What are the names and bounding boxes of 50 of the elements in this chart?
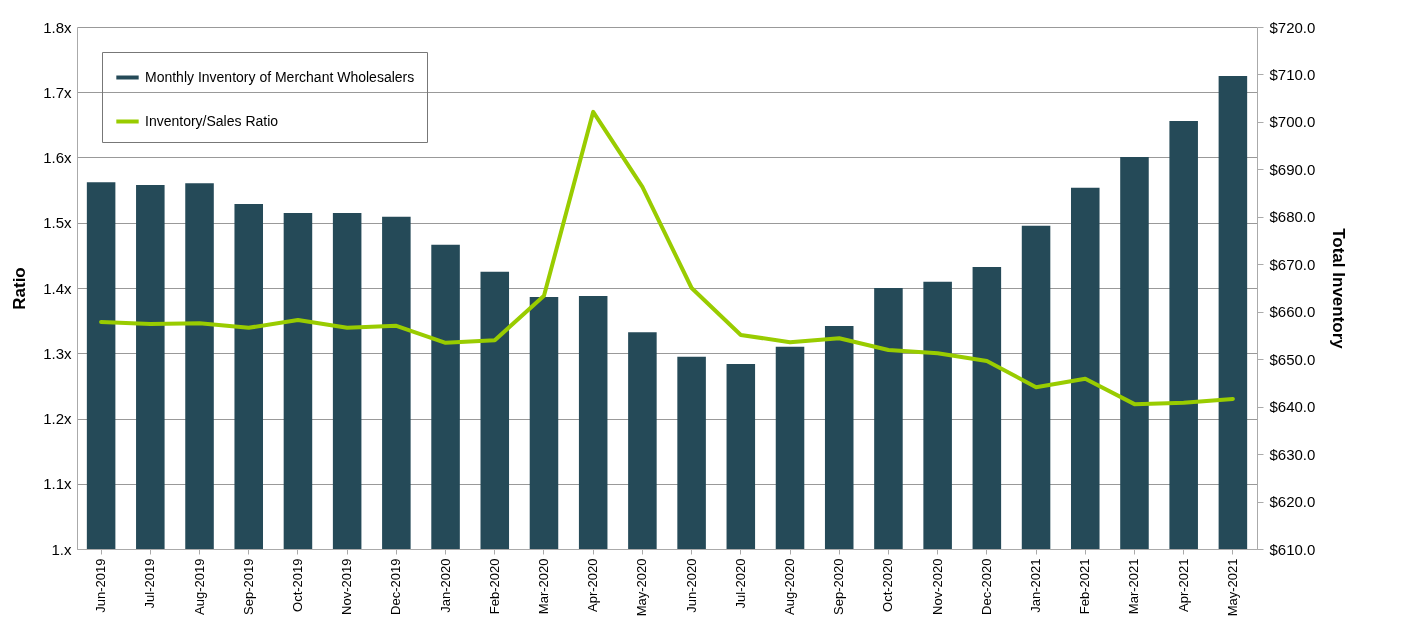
y2-tick-label: $670.0	[1269, 255, 1316, 273]
x-tick-label: Oct-2019	[289, 558, 305, 612]
x-tick-label: Apr-2021	[1175, 558, 1191, 612]
x-tick-label: Nov-2019	[339, 558, 355, 615]
y2-axis-title: Total Inventory	[1329, 228, 1349, 350]
y2-tick-label: $700.0	[1269, 113, 1316, 131]
x-tick-label: Sep-2019	[240, 558, 256, 615]
line-series	[99, 109, 1235, 407]
y2-tick-label: $620.0	[1269, 493, 1316, 511]
x-tick-label: Oct-2020	[880, 558, 896, 612]
x-tick-label: Dec-2019	[388, 558, 404, 615]
x-tick-label: May-2021	[1224, 558, 1240, 617]
y-tick-label: 1.1x	[43, 475, 72, 493]
y2-tick-label: $610.0	[1269, 540, 1316, 558]
x-tick-label: Apr-2020	[585, 558, 601, 612]
x-tick-label: May-2020	[634, 558, 650, 617]
y-tick-label: 1.3x	[43, 344, 72, 362]
y-tick-label: 1.5x	[43, 214, 72, 232]
x-tick-label: Jun-2020	[683, 558, 699, 613]
x-tick-label: Jul-2020	[732, 558, 748, 609]
y2-tick-label: $720.0	[1269, 18, 1316, 36]
x-tick-label: Jan-2021	[1028, 558, 1044, 613]
y-tick-label: 1.8x	[43, 18, 72, 36]
x-tick-label: Mar-2021	[1126, 558, 1142, 615]
y-tick-label: 1.7x	[43, 83, 72, 101]
y2-tick-label: $630.0	[1269, 445, 1316, 463]
x-tick-label: Aug-2019	[191, 558, 207, 615]
y2-tick-label: $660.0	[1269, 303, 1316, 321]
x-tick-label: Feb-2020	[486, 558, 502, 615]
y2-tick-label: $640.0	[1269, 398, 1316, 416]
y-tick-label: 1.4x	[43, 279, 72, 297]
y-tick-label: 1.x	[51, 540, 72, 558]
x-tick-label: Aug-2020	[782, 558, 798, 615]
y2-tick-label: $680.0	[1269, 208, 1316, 226]
x-tick-label: Jan-2020	[437, 558, 453, 613]
y2-tick-label: $690.0	[1269, 160, 1316, 178]
x-tick-label: Mar-2020	[535, 558, 551, 615]
x-tick-label: Jun-2019	[93, 558, 109, 613]
y-axis-title: Ratio	[10, 267, 30, 310]
y2-tick-label: $650.0	[1269, 350, 1316, 368]
x-tick-label: Feb-2021	[1077, 558, 1093, 615]
x-tick-label: Jul-2019	[142, 558, 158, 609]
legend-label: Inventory/Sales Ratio	[145, 112, 279, 129]
y-tick-label: 1.6x	[43, 149, 72, 166]
x-tick-label: Sep-2020	[831, 558, 847, 615]
legend-label: Monthly Inventory of Merchant Wholesalers	[145, 68, 415, 85]
x-tick-label: Dec-2020	[978, 558, 994, 615]
x-tick-label: Nov-2020	[929, 558, 945, 615]
y-tick-label: 1.2x	[43, 410, 72, 427]
y2-tick-label: $710.0	[1269, 65, 1316, 83]
